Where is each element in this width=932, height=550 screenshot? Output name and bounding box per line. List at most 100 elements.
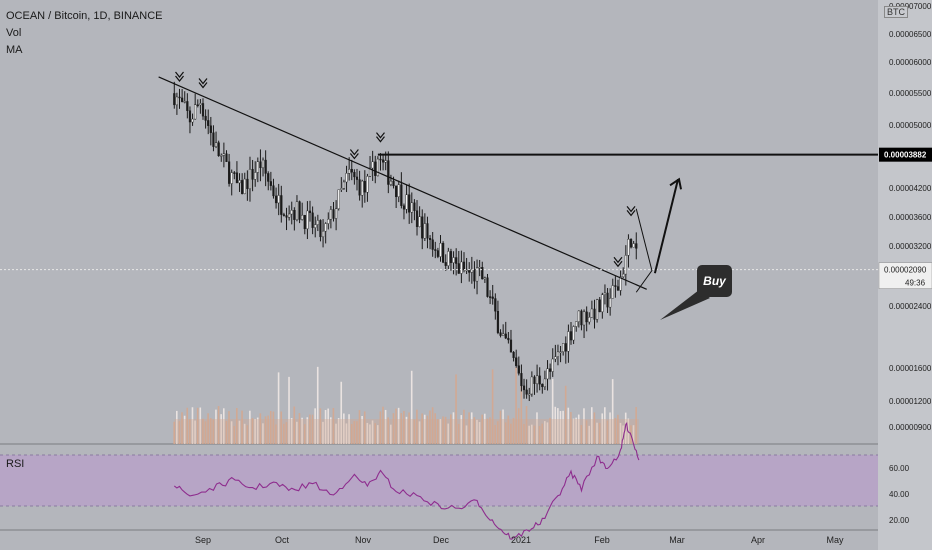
volume-bar	[418, 421, 421, 444]
volume-bar	[361, 415, 363, 444]
volume-bar	[306, 417, 309, 444]
candle-body	[374, 161, 377, 176]
candle-body	[246, 178, 249, 190]
volume-bar	[215, 409, 217, 444]
volume-bar	[236, 407, 238, 444]
volume-bar	[397, 407, 400, 444]
candle-body	[533, 376, 536, 384]
candle-body	[230, 172, 233, 184]
price-tick-label: 0.00001200	[889, 397, 932, 406]
candle-body	[178, 96, 181, 99]
candle-body	[515, 357, 518, 366]
volume-bar	[533, 425, 536, 444]
candle-body	[494, 298, 497, 312]
volume-bar	[580, 425, 583, 444]
candle-body	[194, 104, 197, 120]
candle-body	[345, 173, 348, 183]
candle-body	[254, 172, 257, 180]
price-tick-label: 0.00007000	[889, 2, 932, 11]
volume-bar	[609, 412, 611, 444]
candle-body	[400, 184, 403, 206]
candle-body	[395, 185, 398, 198]
volume-bar	[530, 424, 533, 444]
candle-body	[569, 331, 573, 341]
volume-bar	[363, 411, 366, 444]
candle-body	[525, 389, 528, 395]
rsi-tick-label: 20.00	[889, 516, 910, 525]
volume-bar	[614, 417, 617, 444]
volume-bar	[202, 418, 204, 444]
candle-body	[452, 257, 455, 263]
volume-bar	[619, 422, 622, 444]
candle-body	[564, 343, 567, 352]
volume-bar	[423, 414, 426, 444]
candle-body	[327, 219, 330, 224]
volume-bar	[476, 419, 478, 444]
volume-bar	[520, 376, 523, 444]
volume-bar	[400, 413, 403, 444]
candle-body	[256, 161, 259, 173]
volume-bar	[176, 410, 178, 444]
volume-bar	[429, 410, 431, 444]
candle-body	[321, 230, 325, 238]
time-tick-label: Apr	[751, 535, 765, 545]
volume-bar	[557, 408, 559, 444]
volume-bar	[337, 418, 340, 444]
candle-body	[272, 185, 275, 197]
candle-body	[593, 308, 596, 320]
axes: 0.00007000 0.00006500 0.00006000 0.00005500…	[195, 2, 932, 545]
volume-bar	[517, 408, 520, 444]
time-tick-label: Mar	[669, 535, 685, 545]
volume-bar	[390, 424, 392, 444]
volume-bar	[196, 407, 199, 444]
resistance-price-label: 0.00003882	[884, 151, 927, 160]
volume-bar	[269, 410, 272, 444]
candle-body	[402, 205, 406, 210]
candle-body	[368, 167, 372, 177]
price-tick-label: 0.00006000	[889, 58, 932, 67]
candle-body	[606, 292, 609, 308]
volume-bar	[541, 423, 543, 444]
volume-bar	[442, 416, 444, 444]
volume-bar	[444, 416, 447, 444]
volume-bar	[585, 420, 588, 444]
price-tick-label: 0.00005500	[889, 89, 932, 98]
candle-body	[468, 269, 471, 273]
volume-bar	[183, 415, 186, 444]
volume-bar	[220, 414, 222, 444]
candle-body	[546, 368, 549, 380]
candle-body	[363, 180, 366, 193]
candle-body	[535, 375, 539, 384]
pivot-marker	[198, 78, 208, 89]
volume-bar	[447, 423, 450, 444]
volume-bar	[178, 421, 181, 444]
currency-badge[interactable]: BTC	[884, 6, 908, 18]
volume-bar	[593, 412, 596, 444]
volume-bar	[635, 407, 637, 444]
rsi-line	[173, 421, 640, 540]
candle-body	[288, 213, 291, 218]
volume-bar	[356, 421, 358, 444]
volume-bar	[327, 408, 329, 444]
time-tick-label: 2021	[511, 535, 531, 545]
candle-body	[381, 159, 385, 163]
candle-body	[248, 168, 252, 190]
volume-bar	[222, 408, 225, 444]
volume-bar	[233, 425, 236, 444]
volume-bar	[564, 385, 567, 444]
rsi-series	[173, 421, 640, 540]
volume-bar	[249, 410, 251, 444]
volume-bar	[225, 421, 228, 444]
candle-body	[408, 194, 411, 213]
volume-bar	[280, 411, 282, 444]
rsi-tick-label: 60.00	[889, 464, 910, 473]
projection-arrow	[653, 179, 679, 274]
candle-body	[449, 251, 453, 263]
candle-body	[199, 103, 202, 106]
candle-body	[413, 202, 416, 211]
rsi-tick-label: 40.00	[889, 490, 910, 499]
candle-body	[175, 96, 178, 106]
volume-bar	[348, 414, 350, 444]
volume-bar	[395, 408, 397, 444]
